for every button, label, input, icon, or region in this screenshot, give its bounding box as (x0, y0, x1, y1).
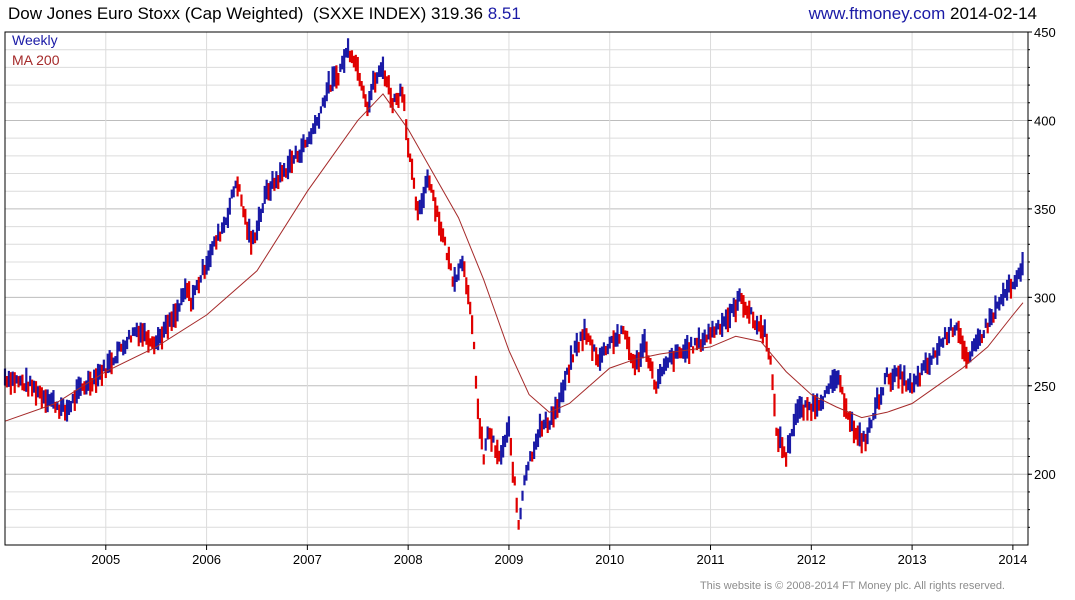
site-link[interactable]: www.ftmoney.com (808, 4, 946, 23)
x-tick-label: 2006 (192, 552, 221, 567)
x-axis: 2005 2006 2007 2008 2009 2010 2011 2012 2013 2014 (91, 545, 1027, 567)
legend-ma200: MA 200 (12, 52, 60, 68)
legend-weekly: Weekly (12, 32, 58, 48)
last-price: 319.36 (430, 4, 483, 23)
copyright-footer: This website is © 2008-2014 FT Money plc… (699, 580, 1005, 592)
y-tick-label: 200 (1034, 467, 1056, 482)
chart-title: Dow Jones Euro Stoxx (Cap Weighted) (SXX… (8, 4, 521, 24)
price-change: 8.51 (487, 4, 521, 23)
x-tick-label: 2009 (494, 552, 523, 567)
weekly-bars (3, 38, 1024, 530)
chart-date: 2014-02-14 (950, 4, 1037, 23)
x-tick-label: 2011 (697, 552, 725, 567)
symbol-text: (SXXE INDEX) (312, 4, 427, 23)
ma-200-line (4, 93, 1024, 422)
y-axis: 200 250 300 350 400 450 (1028, 25, 1056, 528)
y-tick-label: 300 (1034, 290, 1056, 305)
y-tick-label: 450 (1034, 25, 1056, 40)
x-tick-label: 2005 (91, 552, 120, 567)
y-tick-label: 350 (1034, 202, 1056, 217)
x-tick-label: 2007 (293, 552, 322, 567)
plot-frame (4, 31, 1029, 546)
x-tick-label: 2013 (898, 552, 927, 567)
x-tick-label: 2012 (797, 552, 826, 567)
title-text: Dow Jones Euro Stoxx (Cap Weighted) (8, 4, 304, 23)
x-tick-label: 2010 (595, 552, 624, 567)
x-tick-label: 2008 (394, 552, 423, 567)
grid (5, 31, 1028, 545)
header-right: www.ftmoney.com 2014-02-14 (809, 4, 1037, 24)
y-tick-label: 400 (1034, 113, 1056, 128)
x-tick-label: 2014 (998, 552, 1027, 567)
y-tick-label: 250 (1034, 379, 1056, 394)
